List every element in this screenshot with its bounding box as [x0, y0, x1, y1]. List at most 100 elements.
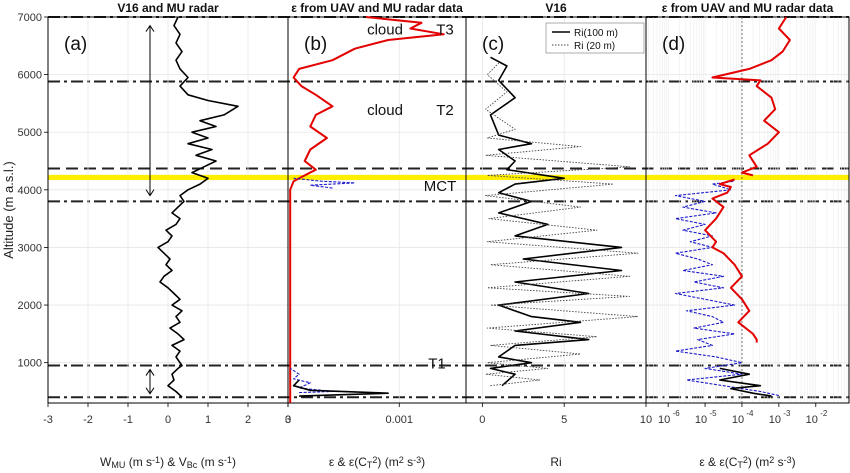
annotation: T2 [436, 102, 454, 119]
x-axis-label: ε & ε(CT2) (m2 s-3) [699, 455, 795, 470]
axis-label-part: Bc [187, 460, 198, 470]
x-tick-exponent: -5 [709, 409, 717, 418]
x-tick-label: 0 [479, 414, 485, 426]
axis-label-part: ) [421, 455, 425, 469]
series-line [293, 177, 356, 189]
axis-label-part: 2 [769, 455, 774, 465]
axis-label-part: ε & ε(C [699, 455, 737, 469]
legend-box [545, 22, 645, 54]
panel-title: V16 and MU radar [117, 1, 219, 15]
axis-label-part: -1 [152, 455, 160, 465]
series-line [489, 56, 623, 387]
x-tick-label: 10 [806, 414, 818, 426]
axis-label-part: s [774, 455, 783, 469]
data-layer [47, 16, 850, 407]
y-tick-label: 3000 [18, 242, 42, 254]
series-line [674, 180, 780, 397]
x-tick-label: 10 [640, 414, 652, 426]
y-tick-label: 2000 [18, 300, 42, 312]
axis-label-part: 2 [743, 455, 748, 465]
annotation: T1 [428, 355, 446, 372]
panel-d [645, 16, 850, 407]
annotation: cloud [367, 102, 403, 119]
panel-a [47, 16, 289, 407]
series-line [289, 367, 334, 394]
y-tick-label: 6000 [18, 70, 42, 82]
arrow-head-down [145, 387, 155, 395]
x-tick-exponent: -6 [673, 409, 681, 418]
x-tick-label: 3 [285, 414, 291, 426]
series-line [718, 367, 772, 397]
axis-label-part: ) (m [748, 455, 769, 469]
x-tick-label: -1 [123, 414, 133, 426]
axis-label-part: ) (m [377, 455, 398, 469]
arrow-head-up [145, 24, 155, 32]
panel-letter: (d) [662, 34, 685, 55]
y-axis-label: Altitude (m a.s.l.) [1, 161, 16, 259]
series-line [289, 16, 445, 403]
series-line [157, 16, 239, 398]
x-axis-label: WMU (m s-1) & VBc (m s-1) [100, 455, 236, 470]
x-tick-label: -2 [83, 414, 93, 426]
panel-letter: (b) [304, 34, 327, 55]
x-tick-label: 10 [695, 414, 707, 426]
panel-b [287, 16, 467, 407]
legend-label: Ri(100 m) [574, 28, 618, 39]
axis-label-part: ) & V [160, 455, 187, 469]
y-tick-label: 5000 [18, 127, 42, 139]
x-axis-label: Ri [550, 455, 561, 469]
annotation: T3 [436, 21, 454, 38]
x-tick-exponent: -4 [746, 409, 754, 418]
x-tick-label: 5 [561, 414, 567, 426]
legend-label: Ri (20 m) [574, 41, 615, 52]
axis-label-part: (m s [125, 455, 152, 469]
x-tick-label: 10 [732, 414, 744, 426]
annotation: cloud [367, 21, 403, 38]
x-tick-label: -3 [43, 414, 53, 426]
x-tick-exponent: -2 [820, 409, 828, 418]
y-tick-label: 1000 [18, 358, 42, 370]
panel-letter: (a) [64, 34, 87, 55]
axis-label-part: W [100, 455, 112, 469]
axis-label-part: -1 [224, 455, 232, 465]
yellow-band [646, 174, 849, 181]
panel-letter: (c) [482, 34, 504, 55]
axis-label-part: s [404, 455, 413, 469]
panel-title: V16 [545, 1, 567, 15]
axis-label-part: (m s [197, 455, 224, 469]
panel-title: ε from UAV and MU radar data [662, 1, 834, 15]
panel-frame [645, 16, 850, 404]
series-line [292, 379, 389, 397]
series-line [711, 16, 791, 177]
x-tick-label: 1 [205, 414, 211, 426]
annotation: MCT [424, 178, 457, 195]
axis-label-part: -3 [413, 455, 421, 465]
x-tick-label: 10 [658, 414, 670, 426]
series-line [485, 62, 639, 387]
x-tick-label: 10 [769, 414, 781, 426]
x-axis-label: ε & ε(CT2) (m2 s-3) [329, 455, 425, 470]
yellow-band [48, 174, 288, 181]
axis-label-part: T [367, 460, 373, 470]
x-tick-exponent: -3 [783, 409, 791, 418]
y-tick-label: 4000 [18, 185, 42, 197]
x-tick-label: 0 [285, 414, 291, 426]
y-tick-label: 7000 [18, 12, 42, 24]
axis-label-part: ε & ε(C [329, 455, 367, 469]
x-tick-label: 0.001 [385, 414, 413, 426]
axis-label-part: MU [111, 460, 125, 470]
panel-title: ε from UAV and MU radar data [291, 1, 463, 15]
arrow-head-up [145, 368, 155, 376]
axis-label-part: -3 [784, 455, 792, 465]
axis-label-part: ) [232, 455, 236, 469]
axis-label-part: 2 [372, 455, 377, 465]
series-line [704, 178, 758, 343]
panel-c [465, 16, 647, 407]
axis-label-part: 2 [399, 455, 404, 465]
axis-label-part: T [737, 460, 743, 470]
arrow-head-down [145, 189, 155, 197]
yellow-band [288, 174, 466, 181]
x-tick-label: 0 [165, 414, 171, 426]
